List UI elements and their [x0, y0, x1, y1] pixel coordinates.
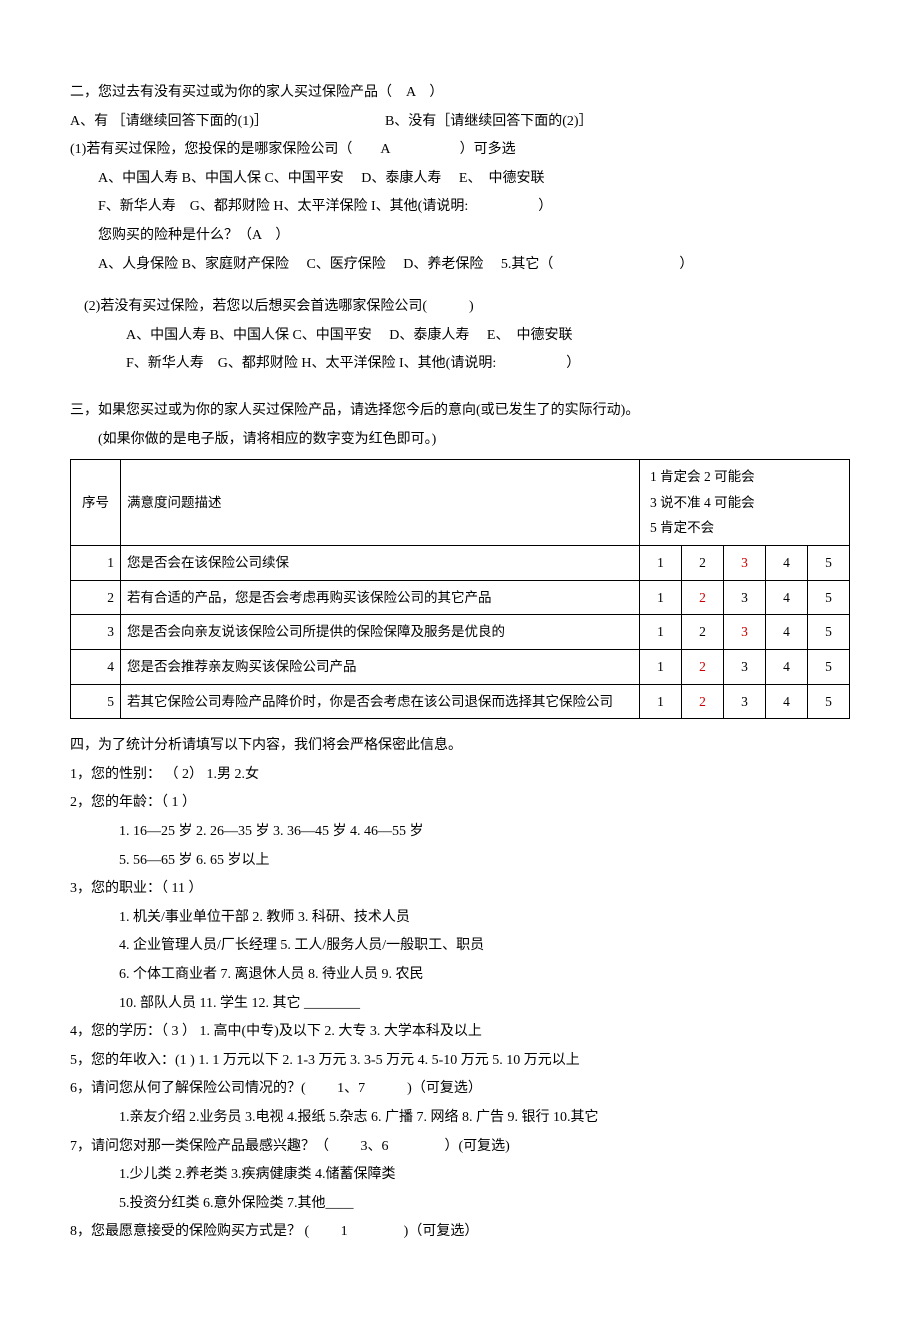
- q4-q3-opts3: 6. 个体工商业者 7. 离退休人员 8. 待业人员 9. 农民: [70, 962, 850, 989]
- cell-rating: 2: [682, 546, 724, 581]
- q4-q3-opts4: 10. 部队人员 11. 学生 12. 其它 ________: [70, 991, 850, 1018]
- q2-sub1-title: (1)若有买过保险，您投保的是哪家保险公司（ A ）可多选: [70, 137, 850, 164]
- cell-rating: 5: [808, 649, 850, 684]
- cell-rating: 3: [724, 615, 766, 650]
- cell-rating: 4: [766, 684, 808, 719]
- cell-seq: 4: [71, 649, 121, 684]
- q2-sub2-line2: F、新华人寿 G、都邦财险 H、太平洋保险 I、其他(请说明: ）: [70, 351, 850, 378]
- table-row: 1您是否会在该保险公司续保12345: [71, 546, 850, 581]
- cell-rating: 5: [808, 684, 850, 719]
- cell-seq: 1: [71, 546, 121, 581]
- cell-rating: 3: [724, 649, 766, 684]
- scale-line-3: 5 肯定不会: [650, 515, 843, 541]
- cell-seq: 5: [71, 684, 121, 719]
- cell-rating: 4: [766, 546, 808, 581]
- q2-opt-b: B、没有［请继续回答下面的(2)］: [385, 114, 593, 129]
- q2-sub1-line2: F、新华人寿 G、都邦财险 H、太平洋保险 I、其他(请说明: ）: [70, 194, 850, 221]
- cell-desc: 您是否会向亲友说该保险公司所提供的保险保障及服务是优良的: [121, 615, 640, 650]
- q4-q4: 4，您的学历：（ 3 ） 1. 高中(中专)及以下 2. 大专 3. 大学本科及…: [70, 1019, 850, 1046]
- question-3: 三，如果您买过或为你的家人买过保险产品，请选择您今后的意向(或已发生了的实际行动…: [70, 398, 850, 719]
- q2-sub1-type-opts: A、人身保险 B、家庭财产保险 C、医疗保险 D、养老保险 5.其它（ ）: [70, 252, 850, 279]
- cell-desc: 若其它保险公司寿险产品降价时，你是否会考虑在该公司退保而选择其它保险公司: [121, 684, 640, 719]
- satisfaction-table: 序号 满意度问题描述 1 肯定会 2 可能会 3 说不准 4 可能会 5 肯定不…: [70, 459, 850, 719]
- cell-rating: 3: [724, 580, 766, 615]
- q3-title: 三，如果您买过或为你的家人买过保险产品，请选择您今后的意向(或已发生了的实际行动…: [70, 398, 850, 425]
- question-4: 四，为了统计分析请填写以下内容，我们将会严格保密此信息。 1，您的性别： （ 2…: [70, 733, 850, 1246]
- q4-q6-opts: 1.亲友介绍 2.业务员 3.电视 4.报纸 5.杂志 6. 广播 7. 网络 …: [70, 1105, 850, 1132]
- q4-q8: 8，您最愿意接受的保险购买方式是？ ( 1 )（可复选）: [70, 1219, 850, 1246]
- cell-desc: 您是否会在该保险公司续保: [121, 546, 640, 581]
- cell-rating: 1: [640, 580, 682, 615]
- q4-q6: 6，请问您从何了解保险公司情况的？( 1、7 )（可复选）: [70, 1076, 850, 1103]
- table-row: 5若其它保险公司寿险产品降价时，你是否会考虑在该公司退保而选择其它保险公司123…: [71, 684, 850, 719]
- q4-q3-opts2: 4. 企业管理人员/厂长经理 5. 工人/服务人员/一般职工、职员: [70, 933, 850, 960]
- cell-rating: 2: [682, 580, 724, 615]
- col-header-desc: 满意度问题描述: [121, 460, 640, 546]
- q2-sub1-type-q: 您购买的险种是什么？（A ）: [70, 223, 850, 250]
- cell-rating: 2: [682, 684, 724, 719]
- cell-desc: 您是否会推荐亲友购买该保险公司产品: [121, 649, 640, 684]
- q4-q3: 3，您的职业：（ 11 ）: [70, 876, 850, 903]
- q3-note: (如果你做的是电子版，请将相应的数字变为红色即可。): [70, 427, 850, 454]
- cell-rating: 3: [724, 546, 766, 581]
- q2-sub2-line1: A、中国人寿 B、中国人保 C、中国平安 D、泰康人寿 E、 中德安联: [70, 323, 850, 350]
- cell-rating: 1: [640, 615, 682, 650]
- cell-rating: 4: [766, 615, 808, 650]
- q4-q7-opts2: 5.投资分红类 6.意外保险类 7.其他____: [70, 1191, 850, 1218]
- q4-q2-opts1: 1. 16—25 岁 2. 26—35 岁 3. 36—45 岁 4. 46—5…: [70, 819, 850, 846]
- cell-rating: 5: [808, 546, 850, 581]
- table-row: 2若有合适的产品，您是否会考虑再购买该保险公司的其它产品12345: [71, 580, 850, 615]
- cell-rating: 4: [766, 580, 808, 615]
- q4-q7-opts1: 1.少儿类 2.养老类 3.疾病健康类 4.储蓄保障类: [70, 1162, 850, 1189]
- q2-title: 二，您过去有没有买过或为你的家人买过保险产品（ A ）: [70, 80, 850, 107]
- cell-rating: 3: [724, 684, 766, 719]
- cell-rating: 5: [808, 615, 850, 650]
- q4-title: 四，为了统计分析请填写以下内容，我们将会严格保密此信息。: [70, 733, 850, 760]
- cell-rating: 1: [640, 546, 682, 581]
- q4-q2: 2，您的年龄：（ 1 ）: [70, 790, 850, 817]
- scale-line-1: 1 肯定会 2 可能会: [650, 464, 843, 490]
- q4-q1: 1，您的性别： （ 2） 1.男 2.女: [70, 762, 850, 789]
- table-row: 4您是否会推荐亲友购买该保险公司产品12345: [71, 649, 850, 684]
- cell-rating: 5: [808, 580, 850, 615]
- q4-q7: 7，请问您对那一类保险产品最感兴趣？（ 3、6 ）(可复选): [70, 1134, 850, 1161]
- scale-line-2: 3 说不准 4 可能会: [650, 490, 843, 516]
- cell-desc: 若有合适的产品，您是否会考虑再购买该保险公司的其它产品: [121, 580, 640, 615]
- q2-options: A、有 ［请继续回答下面的(1)］ B、没有［请继续回答下面的(2)］: [70, 109, 850, 136]
- cell-seq: 3: [71, 615, 121, 650]
- table-row: 3您是否会向亲友说该保险公司所提供的保险保障及服务是优良的12345: [71, 615, 850, 650]
- q4-q3-opts1: 1. 机关/事业单位干部 2. 教师 3. 科研、技术人员: [70, 905, 850, 932]
- table-header-row: 序号 满意度问题描述 1 肯定会 2 可能会 3 说不准 4 可能会 5 肯定不…: [71, 460, 850, 546]
- q2-opt-a: A、有 ［请继续回答下面的(1)］: [70, 114, 268, 129]
- q2-sub1-line1: A、中国人寿 B、中国人保 C、中国平安 D、泰康人寿 E、 中德安联: [70, 166, 850, 193]
- q4-q5: 5，您的年收入：(1 ) 1. 1 万元以下 2. 1-3 万元 3. 3-5 …: [70, 1048, 850, 1075]
- question-2: 二，您过去有没有买过或为你的家人买过保险产品（ A ） A、有 ［请继续回答下面…: [70, 80, 850, 378]
- q4-q2-opts2: 5. 56—65 岁 6. 65 岁以上: [70, 848, 850, 875]
- cell-rating: 4: [766, 649, 808, 684]
- col-header-scale: 1 肯定会 2 可能会 3 说不准 4 可能会 5 肯定不会: [640, 460, 850, 546]
- cell-rating: 2: [682, 615, 724, 650]
- cell-seq: 2: [71, 580, 121, 615]
- q2-sub2-title: (2)若没有买过保险，若您以后想买会首选哪家保险公司( ): [70, 294, 850, 321]
- col-header-seq: 序号: [71, 460, 121, 546]
- cell-rating: 2: [682, 649, 724, 684]
- cell-rating: 1: [640, 684, 682, 719]
- cell-rating: 1: [640, 649, 682, 684]
